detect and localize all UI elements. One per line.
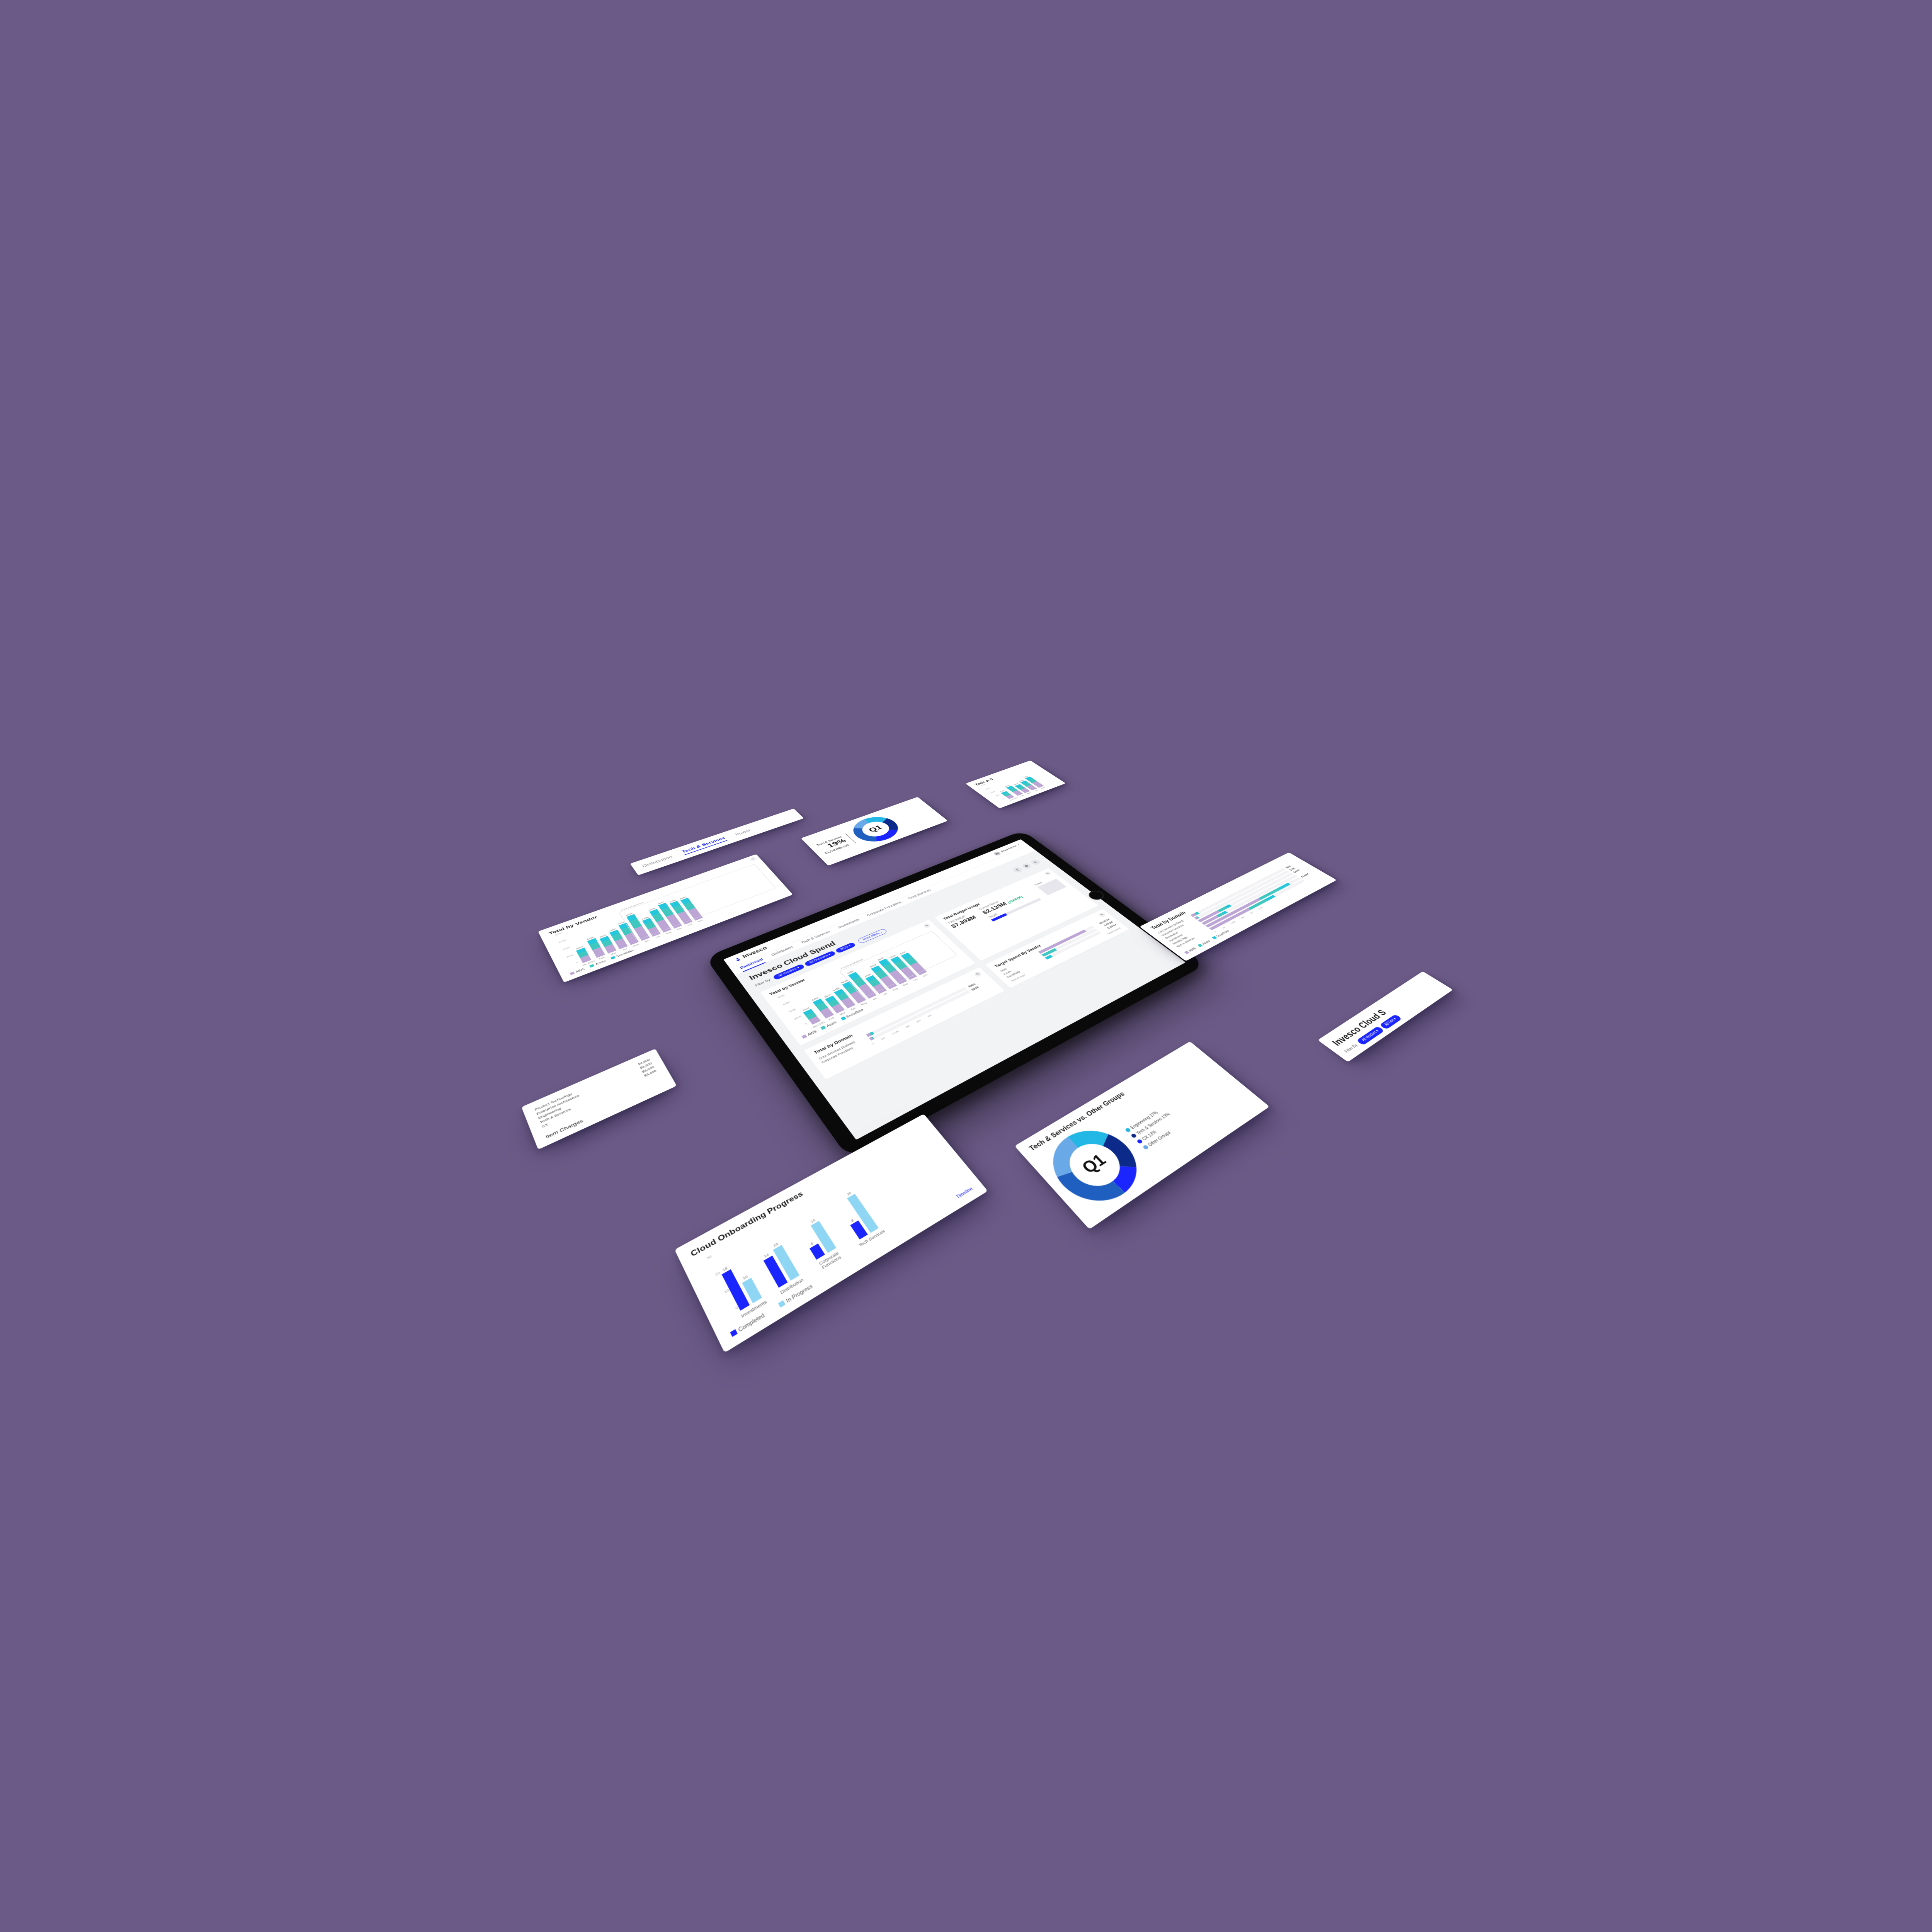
chevron-down-icon: ▾: [1017, 844, 1020, 846]
card-tab-strip: Distribution Tech & Services Invest: [630, 809, 804, 876]
table-row: Enterprise Architecture$3,800: [536, 1061, 653, 1116]
bar-x-label: Mar: [839, 1012, 846, 1016]
bar-x-label: May: [860, 1002, 867, 1006]
bar-x-label: Feb: [828, 1017, 835, 1021]
action-share-button[interactable]: ⇪: [1011, 866, 1024, 874]
bar-x-label: Jul: [882, 992, 888, 996]
bar-x-label: Sep: [902, 983, 908, 987]
bar-x-label: Aug: [892, 987, 898, 992]
domain-row: Tech & Services: [1175, 873, 1318, 948]
bar-x-label: Jun: [644, 939, 650, 943]
card-onboarding: Cloud Onboarding Progress 3020100 1810In…: [675, 1114, 988, 1353]
card-item-charges: Product Technology$4,800Enterprise Archi…: [521, 1049, 677, 1150]
tab-chip[interactable]: Distribution: [641, 855, 673, 868]
bar-x-label: Apr: [1034, 789, 1038, 792]
bar-x-label: Oct: [687, 923, 692, 927]
bar-x-label: May: [1041, 787, 1046, 789]
page-actions: ⇪ ⚙ ＋: [1011, 859, 1041, 873]
bar-x-label: Mar: [1027, 792, 1032, 794]
action-settings-button[interactable]: ⚙: [1020, 862, 1033, 869]
bar-x-label: Oct: [912, 978, 918, 982]
domain-row: Investments: [1168, 868, 1310, 942]
stacked-bar: [576, 947, 592, 963]
bar-x-label: Apr: [622, 948, 628, 951]
bar-x-label: Feb: [1019, 795, 1024, 797]
projection-highlight: Future projections: [619, 864, 776, 941]
vendor-stacked-bar-chart: 800K600K400K200K0 320KJan 2023440KFeb387…: [977, 767, 1058, 804]
bar-x-label: Apr: [850, 1007, 856, 1011]
action-add-button[interactable]: ＋: [1029, 859, 1042, 866]
tab-chip[interactable]: Tech & Services: [681, 836, 727, 855]
onboarding-group: 820: [833, 1190, 879, 1240]
bar-x-label: Jun: [871, 997, 878, 1001]
filter-label: Filter By:: [1344, 1043, 1359, 1053]
crop-title: Invesco Cloud S: [1330, 978, 1434, 1048]
card-donut-large: Tech & Services vs. Other Groups Q1 Engi…: [1015, 1041, 1270, 1229]
card-header-crop: Invesco Cloud S Filter By: All Vendors ▾…: [1318, 971, 1453, 1062]
card-total-by-domain-large: Total by Domain Core Services (Indirect)…: [1139, 852, 1337, 961]
onboarding-group: 1416: [759, 1241, 800, 1288]
bar-x-label: Jul: [655, 935, 660, 939]
card-donut-kpi: Tech & Services 19% $1,540/$8,105 Q1: [801, 797, 948, 866]
brand-mark-icon: [733, 956, 742, 962]
donut-legend: Engineering 17%Tech & Services 19%CX 13%…: [1124, 1106, 1183, 1150]
bar-x-label: Nov: [922, 973, 929, 978]
avatar: EB: [993, 851, 1002, 856]
onboarding-group: 615: [797, 1217, 836, 1260]
tab-chip[interactable]: Invest: [734, 828, 751, 836]
card-tech-crop: Tech & S 800K600K400K200K0 320KJan 20234…: [966, 760, 1066, 808]
